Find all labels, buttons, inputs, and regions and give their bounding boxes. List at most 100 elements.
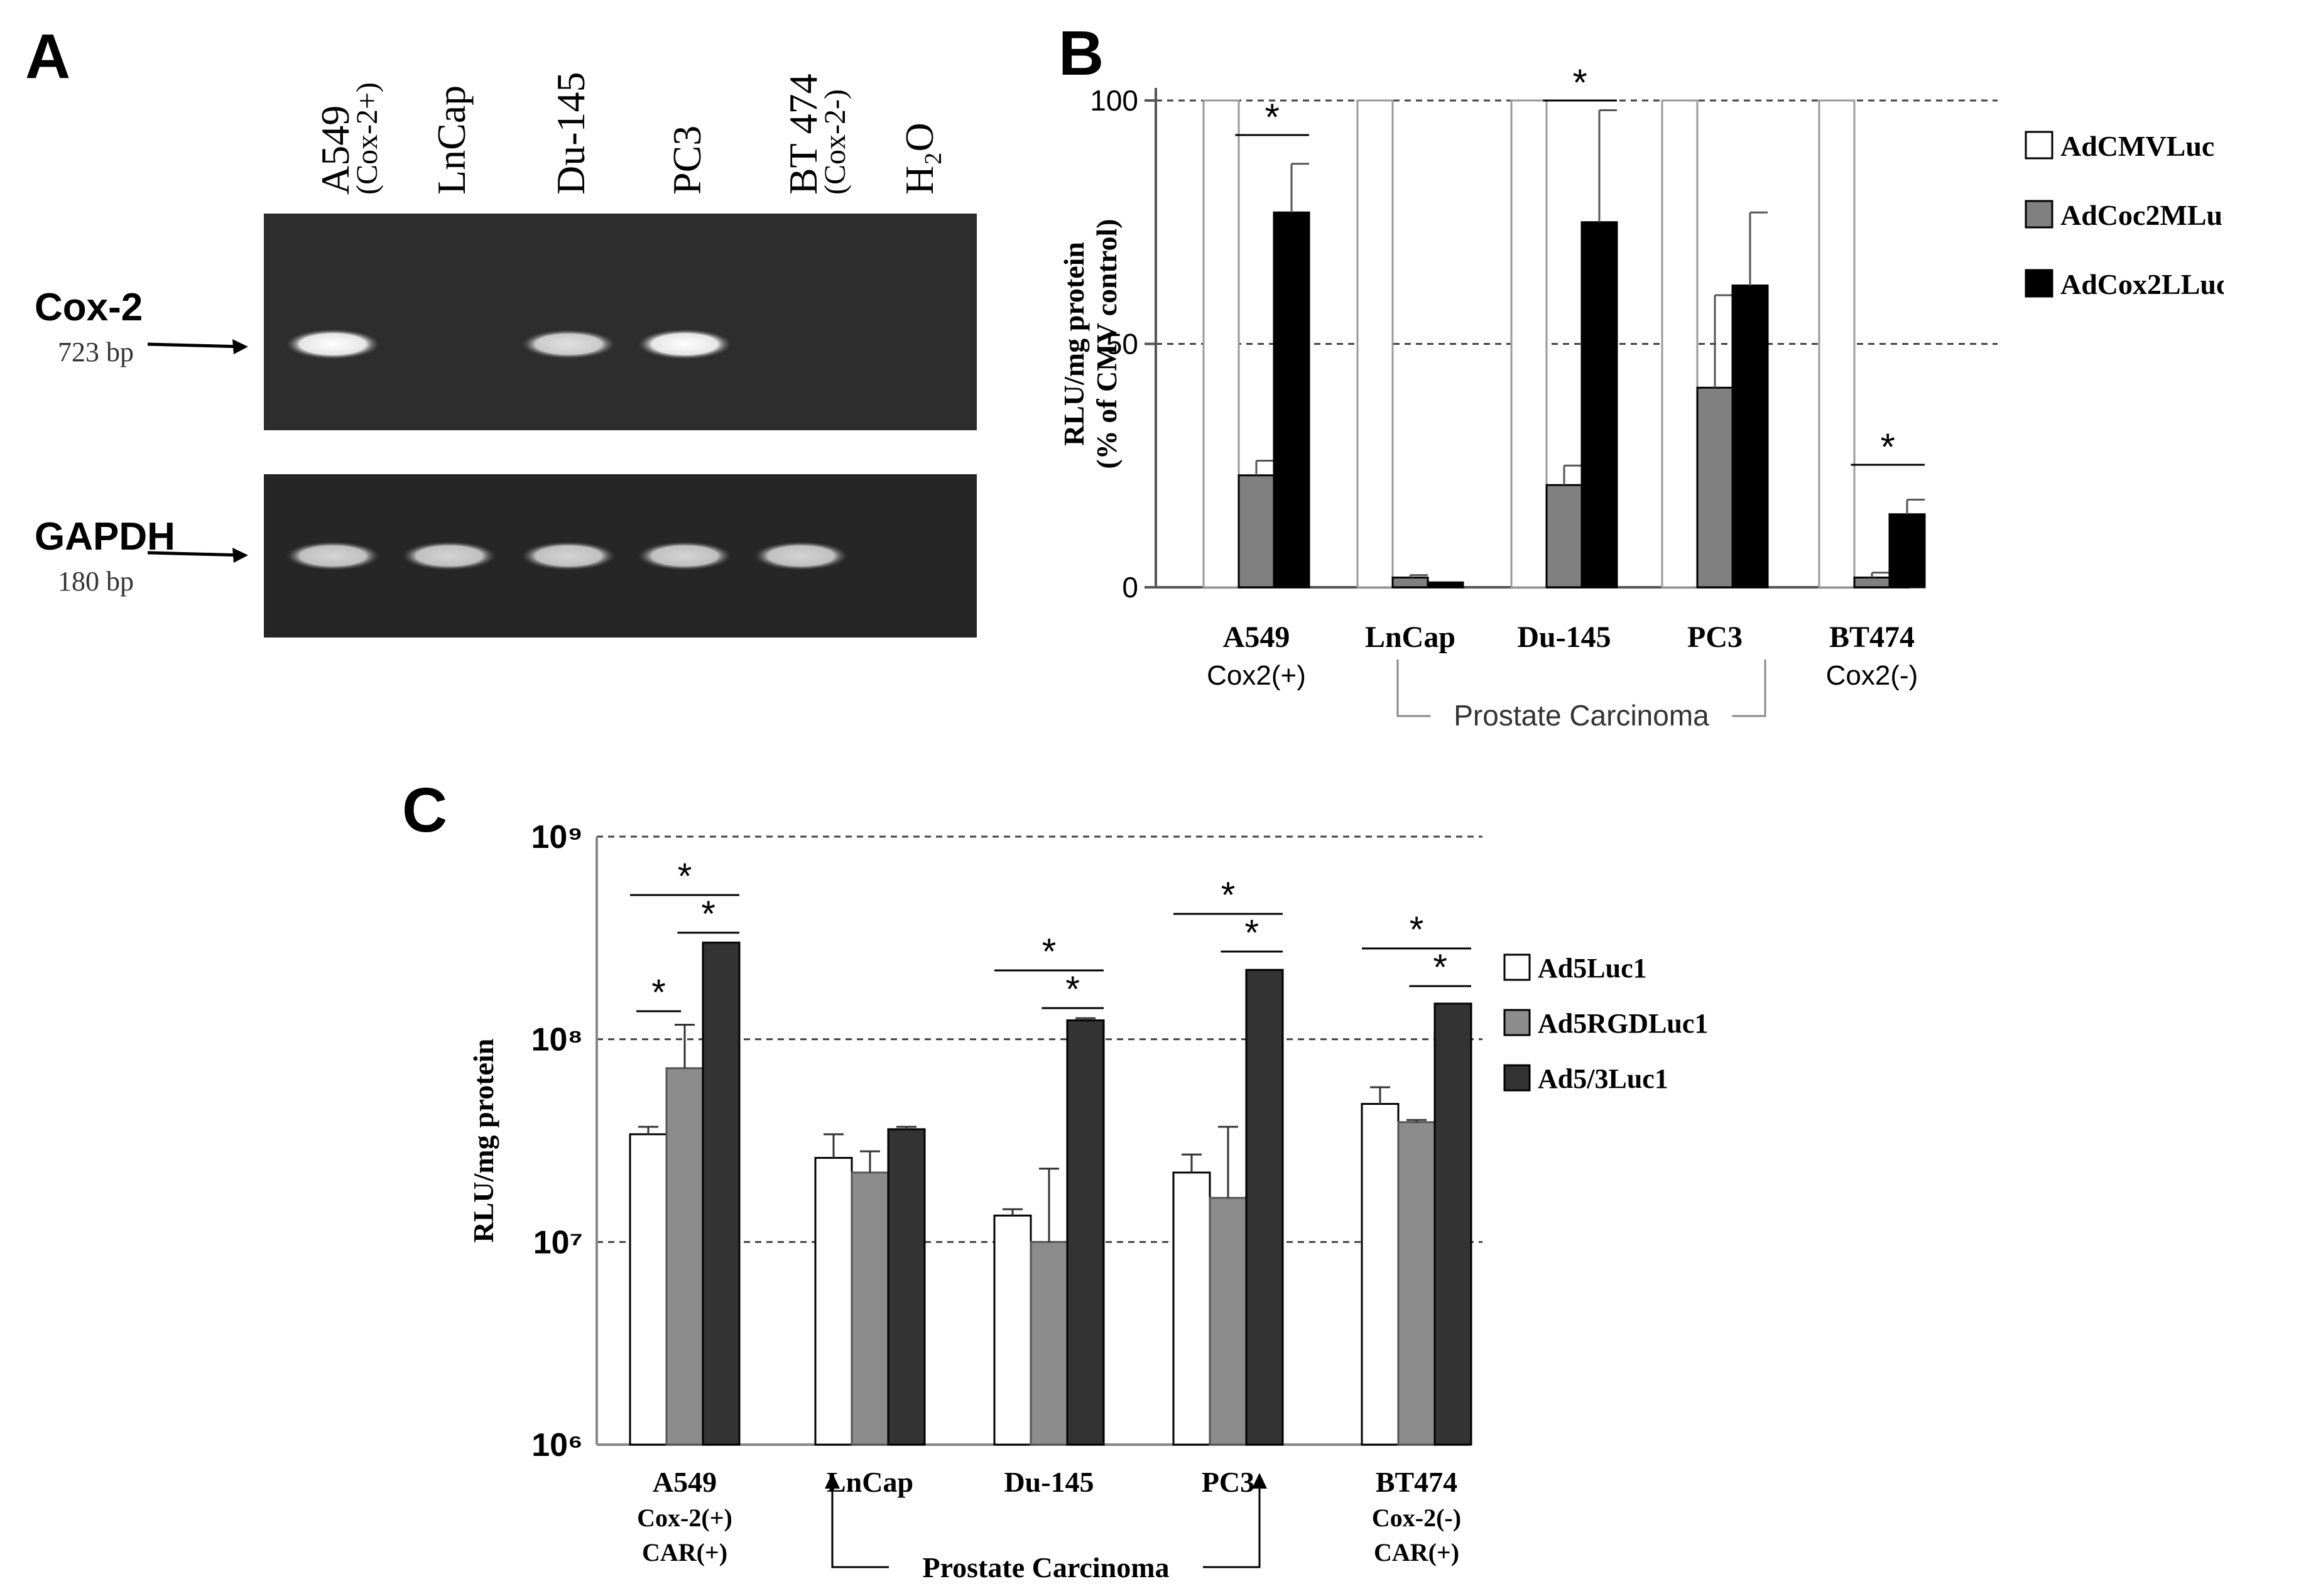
chart-b: 0 50 100 RLU/mg protein (% of CMV control) A5… (1058, 62, 2224, 732)
legend-swatch (2025, 200, 2053, 229)
significance-marker: * (651, 972, 666, 1013)
significance-marker: * (1573, 62, 1587, 104)
bar (1510, 99, 1548, 589)
gel-lane-label: Du-145 (548, 72, 593, 195)
bar (1030, 1240, 1069, 1446)
bar (1066, 1019, 1105, 1446)
bar (851, 1171, 889, 1446)
bar (1237, 474, 1275, 589)
legend-label: Ad5Luc1 (1538, 953, 1647, 984)
bar (1888, 513, 1926, 589)
gel-gene-label: GAPDH (35, 515, 175, 558)
gel-band (521, 541, 616, 570)
bar (1818, 99, 1856, 589)
x-tick-sublabel: CAR(+) (642, 1538, 727, 1566)
significance-marker: * (701, 894, 715, 935)
significance-marker: * (678, 856, 692, 897)
bar (1853, 577, 1891, 589)
gel-band (521, 329, 616, 359)
gel-lane-label: BT 474 (781, 73, 825, 195)
bar (702, 942, 741, 1446)
gel-lane-sublabel: (Cox-2-) (819, 89, 852, 195)
significance-marker: * (1221, 875, 1236, 916)
bar (1433, 1002, 1472, 1446)
bar (1731, 285, 1769, 589)
bar (1356, 99, 1394, 589)
x-tick-label: Du-145 (1517, 621, 1611, 654)
y-tick-label: 50 (1106, 328, 1138, 361)
group-label: Prostate Carcinoma (922, 1551, 1169, 1583)
y-tick-label: 0 (1122, 571, 1138, 604)
y-tick-label: 10⁹ (531, 819, 583, 855)
chart-c: 10⁶ 10⁷ 10⁸ 10⁹ RLU/mg protein A549 Cox-2(+) CA… (467, 819, 1708, 1585)
gel-gapdh-image (264, 474, 977, 638)
y-tick-label: 10⁶ (531, 1427, 583, 1463)
bar (1545, 484, 1583, 589)
significance-marker: * (1265, 96, 1280, 138)
gel-lane-sublabel: (Cox-2+) (351, 82, 384, 195)
significance-marker: * (1244, 913, 1259, 953)
bar (629, 1133, 668, 1446)
legend-label: AdCox2LLuc (2060, 268, 2224, 300)
legend-swatch (1503, 953, 1531, 981)
gel-gene-label: Cox-2 (35, 286, 143, 329)
bracket-arrow (1252, 1473, 1267, 1489)
significance-marker: * (1410, 909, 1424, 950)
gel-lane-label: A549 (313, 106, 357, 195)
gel-arrow (147, 342, 242, 349)
panel-c-letter: C (402, 775, 448, 845)
bar (1661, 99, 1699, 589)
legend-swatch (1503, 1009, 1531, 1036)
gel-lane-label: LnCap (429, 85, 474, 195)
gel-lane-label: H₂O (897, 122, 942, 195)
y-axis-label: (% of CMV control) (1090, 219, 1123, 469)
x-tick-label: A549 (1223, 621, 1290, 654)
x-tick-label: BT474 (1829, 621, 1915, 654)
bar (1361, 1103, 1400, 1446)
gel-band (754, 541, 848, 570)
panel-a-letter: A (25, 21, 71, 92)
gel-band (638, 541, 732, 570)
y-axis-label: RLU/mg protein (467, 1039, 499, 1243)
gel-arrow-head (232, 339, 248, 354)
panel-b-letter: B (1058, 18, 1104, 89)
x-tick-label: PC3 (1202, 1466, 1254, 1498)
x-tick-label: LnCap (827, 1466, 913, 1498)
bar (1397, 1121, 1436, 1446)
gel-band (638, 329, 732, 359)
gel-arrow (147, 551, 242, 557)
gel-arrow-head (232, 548, 248, 563)
gel-band (402, 541, 496, 570)
significance-marker: * (1433, 947, 1447, 988)
group-label-bg (889, 1547, 1203, 1585)
bar (1696, 386, 1734, 589)
bar (1427, 581, 1464, 589)
legend-swatch (1503, 1064, 1531, 1092)
bar (1245, 969, 1284, 1446)
x-tick-label: LnCap (1365, 621, 1455, 654)
bar (814, 1156, 853, 1446)
x-tick-label: BT474 (1376, 1466, 1457, 1498)
bar (1202, 99, 1240, 589)
y-tick-label: 100 (1090, 84, 1138, 117)
y-tick-label: 10⁷ (533, 1224, 583, 1261)
legend-label: AdCMVLuc (2060, 130, 2214, 162)
x-tick-label: Du-145 (1004, 1466, 1094, 1498)
bar (993, 1214, 1032, 1446)
legend-label: Ad5RGDLuc1 (1538, 1008, 1708, 1039)
gel-band (286, 541, 380, 570)
y-tick-label: 10⁸ (531, 1022, 583, 1058)
group-label: Prostate Carcinoma (1454, 699, 1709, 732)
x-tick-sublabel: Cox-2(+) (637, 1504, 732, 1532)
significance-marker: * (1881, 426, 1895, 468)
x-tick-sublabel: Cox2(-) (1826, 660, 1918, 691)
legend-label: Ad5/3Luc1 (1538, 1063, 1668, 1094)
legend-label: AdCoc2MLuc (2060, 199, 2224, 231)
legend-swatch (2025, 131, 2053, 160)
bar (1580, 221, 1618, 589)
x-tick-sublabel: Cox-2(-) (1372, 1504, 1461, 1532)
bar (887, 1128, 926, 1446)
x-tick-sublabel: Cox2(+) (1207, 660, 1306, 691)
x-tick-label: PC3 (1687, 621, 1743, 654)
significance-marker: * (1065, 969, 1080, 1010)
